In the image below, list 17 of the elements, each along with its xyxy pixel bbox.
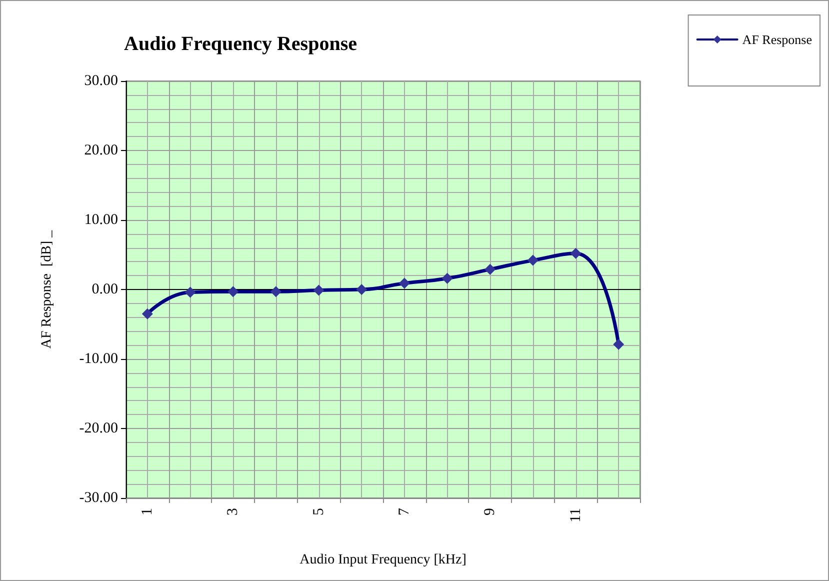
x-tick-label: 7 [396, 508, 412, 516]
x-axis-title: Audio Input Frequency [kHz] [300, 552, 466, 568]
legend-label: AF Response [742, 32, 812, 47]
y-tick-label: 20.00 [84, 142, 118, 158]
y-tick-label: 0.00 [92, 282, 118, 298]
y-tick-label: 10.00 [84, 212, 118, 228]
y-tick-label: 30.00 [84, 73, 118, 89]
y-tick-label: -20.00 [79, 420, 118, 436]
x-tick-label: 5 [310, 508, 327, 516]
x-tick-label: 1 [139, 508, 156, 516]
x-tick-label: 11 [568, 508, 584, 522]
y-tick-label: -10.00 [79, 351, 118, 367]
x-tick-label: 3 [225, 508, 242, 516]
y-tick-label: -30.00 [79, 490, 118, 506]
chart-title: Audio Frequency Response [124, 33, 358, 55]
y-axis-title: AF Response [dB] _ [40, 229, 54, 349]
x-tick-label: 9 [482, 508, 498, 516]
